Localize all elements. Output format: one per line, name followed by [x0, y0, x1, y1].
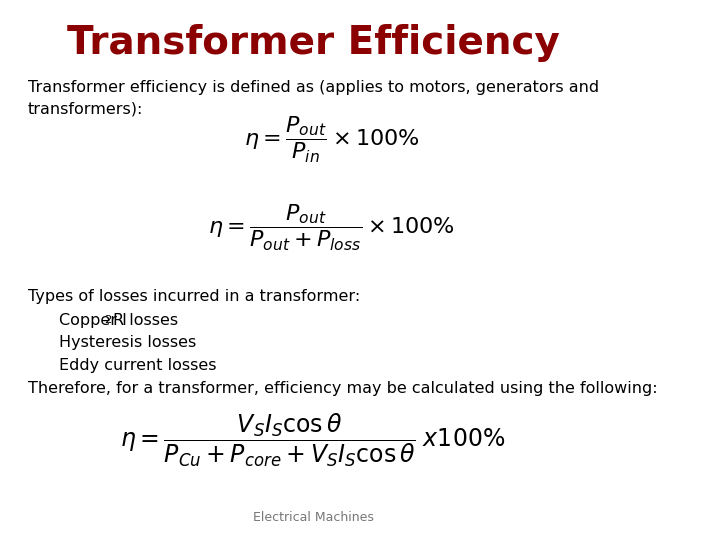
- Text: 2: 2: [104, 315, 112, 326]
- Text: $\eta = \dfrac{V_S I_S \cos\theta}{P_{Cu} + P_{core} + V_S I_S \cos\theta} \; x1: $\eta = \dfrac{V_S I_S \cos\theta}{P_{Cu…: [120, 411, 505, 469]
- Text: Transformer Efficiency: Transformer Efficiency: [66, 24, 559, 62]
- Text: Eddy current losses: Eddy current losses: [58, 357, 216, 373]
- Text: Hysteresis losses: Hysteresis losses: [58, 335, 196, 350]
- Text: $\eta = \dfrac{P_{out}}{P_{out} + P_{loss}} \times 100\%$: $\eta = \dfrac{P_{out}}{P_{out} + P_{los…: [208, 203, 455, 253]
- Text: Therefore, for a transformer, efficiency may be calculated using the following:: Therefore, for a transformer, efficiency…: [27, 381, 657, 396]
- Text: Transformer efficiency is defined as (applies to motors, generators and: Transformer efficiency is defined as (ap…: [27, 80, 599, 95]
- Text: transformers):: transformers):: [27, 102, 143, 117]
- Text: R losses: R losses: [112, 313, 178, 328]
- Text: Copper I: Copper I: [58, 313, 127, 328]
- Text: Types of losses incurred in a transformer:: Types of losses incurred in a transforme…: [27, 289, 360, 303]
- Text: $\eta = \dfrac{P_{out}}{P_{in}} \times 100\%$: $\eta = \dfrac{P_{out}}{P_{in}} \times 1…: [244, 115, 419, 165]
- Text: Electrical Machines: Electrical Machines: [253, 511, 374, 524]
